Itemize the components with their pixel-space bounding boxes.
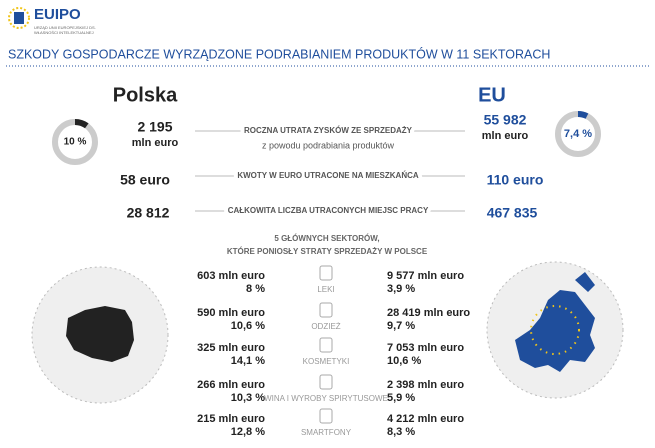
logo-text: EUIPO (34, 6, 81, 23)
sector-name: SMARTFONY (301, 428, 352, 437)
eu-stars (530, 305, 580, 355)
donut-label: 7,4 % (564, 128, 592, 140)
sector-icon (319, 337, 333, 353)
sector-eu-share: 9,7 % (387, 320, 415, 332)
sectors-heading: 5 GŁÓWNYCH SEKTORÓW, (274, 234, 379, 243)
sector-pl-share: 10,3 % (231, 392, 265, 404)
sector-eu-share: 5,9 % (387, 392, 415, 404)
stat-value: 467 835 (487, 205, 538, 221)
stat-value: 28 812 (127, 205, 170, 221)
donut: 7,4 % (555, 111, 601, 157)
logo: EUIPO URZĄD UNII EUROPEJSKIEJ DS. WŁASNO… (8, 6, 96, 35)
sector-eu-value: 2 398 mln euro (387, 379, 464, 391)
stat-unit: mln euro (132, 137, 179, 149)
sector-icon (319, 302, 333, 318)
logo-subtitle: URZĄD UNII EUROPEJSKIEJ DS. (34, 25, 96, 30)
donut-label: 10 % (64, 137, 87, 148)
sector-pl-share: 10,6 % (231, 320, 265, 332)
stat-label: KWOTY W EURO UTRACONE NA MIESZKAŃCA (237, 171, 419, 180)
logo-stars (8, 7, 30, 29)
eu-shape (575, 272, 595, 292)
donut-arc (52, 119, 98, 165)
sector-pl-value: 325 mln euro (197, 342, 265, 354)
stat-label: ROCZNA UTRATA ZYSKÓW ZE SPRZEDAŻY (244, 126, 413, 135)
sector-name: ODZIEŻ (311, 322, 340, 331)
stat-unit: mln euro (482, 130, 529, 142)
logo-subtitle: WŁASNOŚCI INTELEKTUALNEJ (34, 30, 94, 35)
donut: 10 % (52, 119, 98, 165)
eu-map (486, 261, 624, 399)
title: SZKODY GOSPODARCZE WYRZĄDZONE PODRABIANI… (8, 46, 550, 61)
stat-value: 58 euro (120, 172, 170, 188)
sector-pl-share: 12,8 % (231, 426, 265, 438)
poland-shape (66, 306, 134, 362)
sector-eu-value: 4 212 mln euro (387, 413, 464, 425)
sector-pl-value: 603 mln euro (197, 270, 265, 282)
sector-eu-value: 7 053 mln euro (387, 342, 464, 354)
sector-name: KOSMETYKI (303, 357, 350, 366)
sector-pl-share: 8 % (246, 283, 265, 295)
sector-name: WINA I WYROBY SPIRYTUSOWE (264, 394, 388, 403)
stat-value: 55 982 (484, 112, 527, 128)
sector-pl-value: 266 mln euro (197, 379, 265, 391)
sector-icon (319, 265, 333, 281)
sector-eu-share: 8,3 % (387, 426, 415, 438)
poland-map (31, 266, 169, 404)
stat-label: CAŁKOWITA LICZBA UTRACONYCH MIEJSC PRACY (228, 206, 429, 215)
sector-pl-share: 14,1 % (231, 355, 265, 367)
stat-value: 2 195 (137, 119, 172, 135)
column-heading: EU (478, 84, 506, 106)
sector-eu-share: 10,6 % (387, 355, 421, 367)
logo-mark (14, 12, 24, 24)
column-heading: Polska (113, 84, 178, 106)
sector-eu-value: 9 577 mln euro (387, 270, 464, 282)
sector-eu-value: 28 419 mln euro (387, 307, 470, 319)
sector-eu-share: 3,9 % (387, 283, 415, 295)
sector-name: LEKI (317, 285, 334, 294)
stat-sublabel: z powodu podrabiania produktów (262, 140, 395, 150)
donut-arc (555, 111, 601, 157)
sector-pl-value: 215 mln euro (197, 413, 265, 425)
sector-icon (319, 374, 333, 390)
sector-icon (319, 408, 333, 424)
eu-shape (515, 290, 595, 372)
sectors-heading: KTÓRE PONIOSŁY STRATY SPRZEDAŻY W POLSCE (227, 247, 428, 256)
sector-pl-value: 590 mln euro (197, 307, 265, 319)
stat-value: 110 euro (487, 172, 544, 188)
